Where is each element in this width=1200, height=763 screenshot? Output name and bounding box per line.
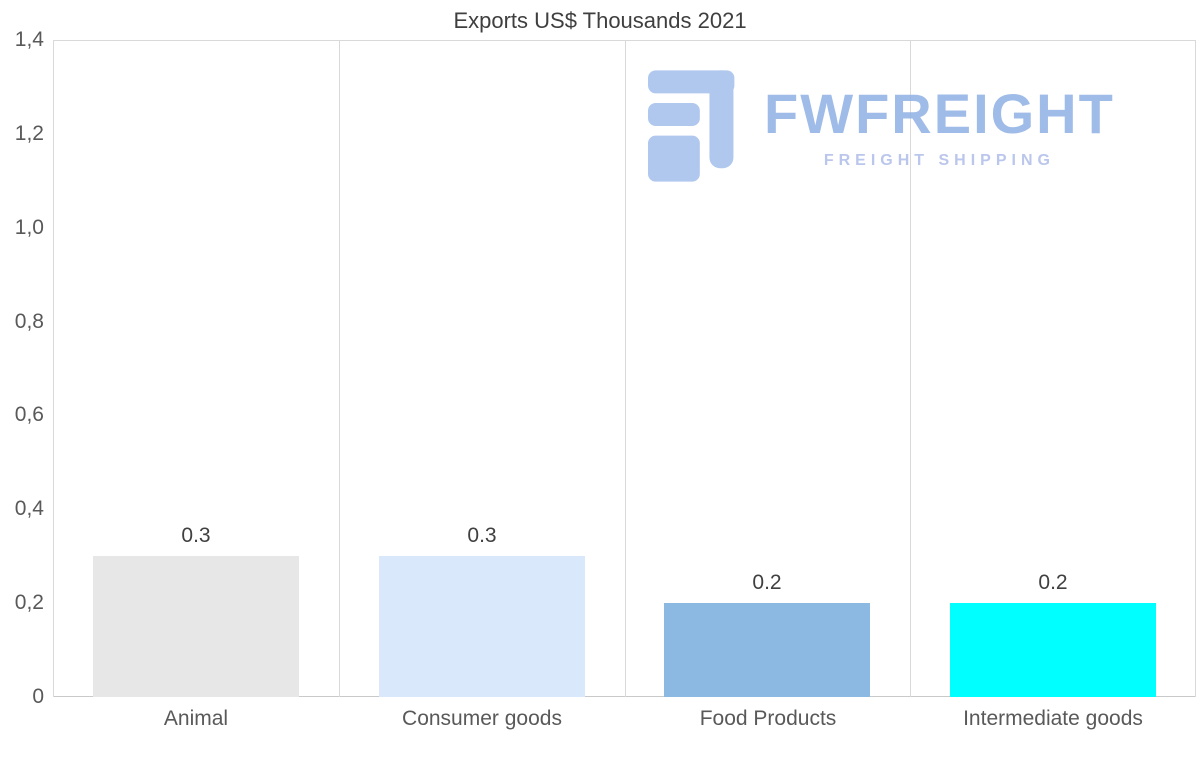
y-axis-tick-label: 0,8	[14, 309, 44, 333]
bar-food-products	[664, 603, 870, 697]
y-axis-tick-label: 0,6	[14, 403, 44, 427]
x-axis-line	[53, 696, 1196, 697]
bar-value-label: 0.3	[467, 524, 497, 547]
y-axis-tick-label: 1,0	[14, 215, 44, 239]
bar-intermediate-goods	[950, 603, 1156, 697]
y-axis-tick-label: 0	[32, 685, 44, 708]
x-axis-category-label: Intermediate goods	[963, 707, 1143, 730]
bar-value-label: 0.2	[752, 571, 782, 594]
plot-area: 0.3 0.3 0.2 0.2	[53, 40, 1196, 697]
gridline-vertical	[339, 40, 340, 697]
gridline-top	[53, 40, 1196, 41]
bar-animal	[93, 556, 299, 697]
chart-title: Exports US$ Thousands 2021	[453, 8, 747, 33]
bar-value-label: 0.2	[1038, 571, 1068, 594]
y-axis-tick-label: 0,2	[14, 591, 44, 615]
gridline-vertical	[1195, 40, 1196, 697]
bar-consumer-goods	[379, 556, 585, 697]
y-axis-line	[53, 40, 54, 697]
y-axis-tick-label: 1,4	[14, 28, 44, 51]
gridline-vertical	[625, 40, 626, 697]
y-axis-tick-label: 1,2	[14, 121, 44, 145]
x-axis-category-label: Animal	[163, 707, 229, 730]
x-axis-category-label: Food Products	[699, 707, 837, 730]
y-axis-tick-label: 0,4	[14, 497, 44, 521]
gridline-vertical	[910, 40, 911, 697]
bar-value-label: 0.3	[181, 524, 211, 547]
x-axis-category-label: Consumer goods	[402, 707, 562, 730]
